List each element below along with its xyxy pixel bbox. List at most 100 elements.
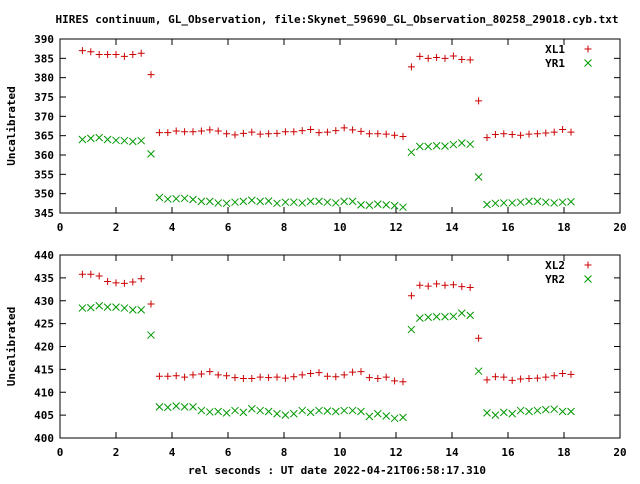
data-point	[567, 407, 575, 416]
y-tick-label: 380	[34, 72, 54, 85]
data-point	[407, 292, 415, 300]
data-point	[214, 199, 223, 207]
data-point	[214, 371, 222, 379]
x-tick-label: 16	[501, 221, 515, 234]
data-point	[567, 197, 575, 206]
legend-marker	[584, 275, 592, 283]
data-point	[331, 407, 340, 416]
data-point	[542, 373, 550, 381]
data-point	[323, 198, 332, 207]
data-point	[137, 49, 145, 57]
data-point	[128, 137, 137, 146]
series-XL2	[78, 270, 575, 386]
series-XL1	[78, 47, 575, 142]
data-point	[508, 199, 517, 207]
data-point	[441, 142, 449, 150]
data-point	[474, 173, 483, 181]
data-point	[256, 130, 264, 138]
data-point	[390, 414, 399, 423]
data-point	[256, 197, 265, 206]
data-point	[155, 372, 163, 380]
data-point	[416, 281, 424, 289]
data-point	[416, 52, 424, 60]
data-point	[491, 199, 500, 208]
data-point	[163, 403, 172, 412]
data-point	[499, 199, 508, 207]
data-point	[533, 197, 542, 206]
data-point	[483, 376, 491, 384]
data-point	[567, 128, 575, 136]
data-point	[466, 283, 474, 291]
x-tick-label: 12	[389, 446, 402, 459]
y-tick-label: 365	[34, 130, 54, 143]
data-point	[407, 325, 416, 334]
data-point	[281, 198, 290, 207]
data-point	[449, 140, 458, 149]
data-point	[112, 50, 120, 58]
data-point	[95, 50, 103, 58]
data-point	[374, 375, 382, 383]
data-point	[365, 374, 373, 382]
data-point	[231, 406, 239, 415]
x-tick-label: 6	[225, 221, 232, 234]
x-tick-label: 6	[225, 446, 232, 459]
data-point	[172, 194, 181, 203]
data-point	[197, 370, 205, 378]
data-point	[155, 129, 163, 137]
data-point	[533, 374, 541, 382]
data-point	[433, 280, 441, 288]
x-tick-label: 4	[169, 446, 176, 459]
legend-marker	[584, 45, 592, 53]
data-point	[323, 407, 332, 415]
data-point	[432, 141, 441, 150]
data-point	[483, 408, 491, 417]
data-point	[508, 409, 517, 418]
data-point	[399, 413, 407, 422]
y-tick-label: 430	[34, 295, 54, 308]
data-point	[172, 372, 180, 380]
data-point	[466, 140, 475, 149]
y-tick-label: 350	[34, 188, 54, 201]
data-point	[399, 203, 407, 212]
x-tick-label: 16	[501, 446, 515, 459]
data-point	[264, 197, 273, 205]
y-tick-label: 370	[34, 110, 54, 123]
x-axis-label: rel seconds : UT date 2022-04-21T06:58:1…	[188, 464, 486, 477]
data-point	[474, 367, 483, 376]
data-point	[391, 377, 399, 385]
data-point	[256, 373, 264, 381]
data-point	[137, 275, 145, 283]
data-point	[264, 407, 273, 416]
data-point	[222, 408, 231, 417]
data-point	[164, 129, 172, 137]
data-point	[357, 201, 365, 209]
y-tick-label: 410	[34, 386, 54, 399]
data-point	[137, 306, 146, 314]
data-point	[441, 281, 449, 289]
x-tick-label: 14	[445, 221, 459, 234]
data-point	[273, 199, 281, 208]
data-point	[147, 149, 155, 158]
data-point	[391, 131, 399, 139]
data-point	[265, 130, 273, 138]
data-point	[415, 142, 424, 151]
data-point	[172, 127, 180, 135]
data-point	[164, 372, 172, 380]
data-point	[137, 136, 146, 145]
data-point	[78, 135, 87, 144]
data-point	[197, 406, 206, 415]
data-point	[104, 50, 112, 58]
data-point	[231, 131, 239, 139]
x-tick-label: 20	[613, 446, 626, 459]
legend-label: XL1	[545, 43, 565, 56]
plot-frame	[59, 254, 621, 439]
data-point	[86, 134, 95, 143]
data-point	[542, 129, 550, 137]
plot-frame	[59, 38, 621, 214]
data-point	[516, 198, 525, 207]
data-point	[306, 408, 315, 417]
data-point	[120, 304, 129, 312]
data-point	[525, 407, 533, 416]
data-point	[424, 282, 432, 290]
data-point	[559, 125, 567, 133]
